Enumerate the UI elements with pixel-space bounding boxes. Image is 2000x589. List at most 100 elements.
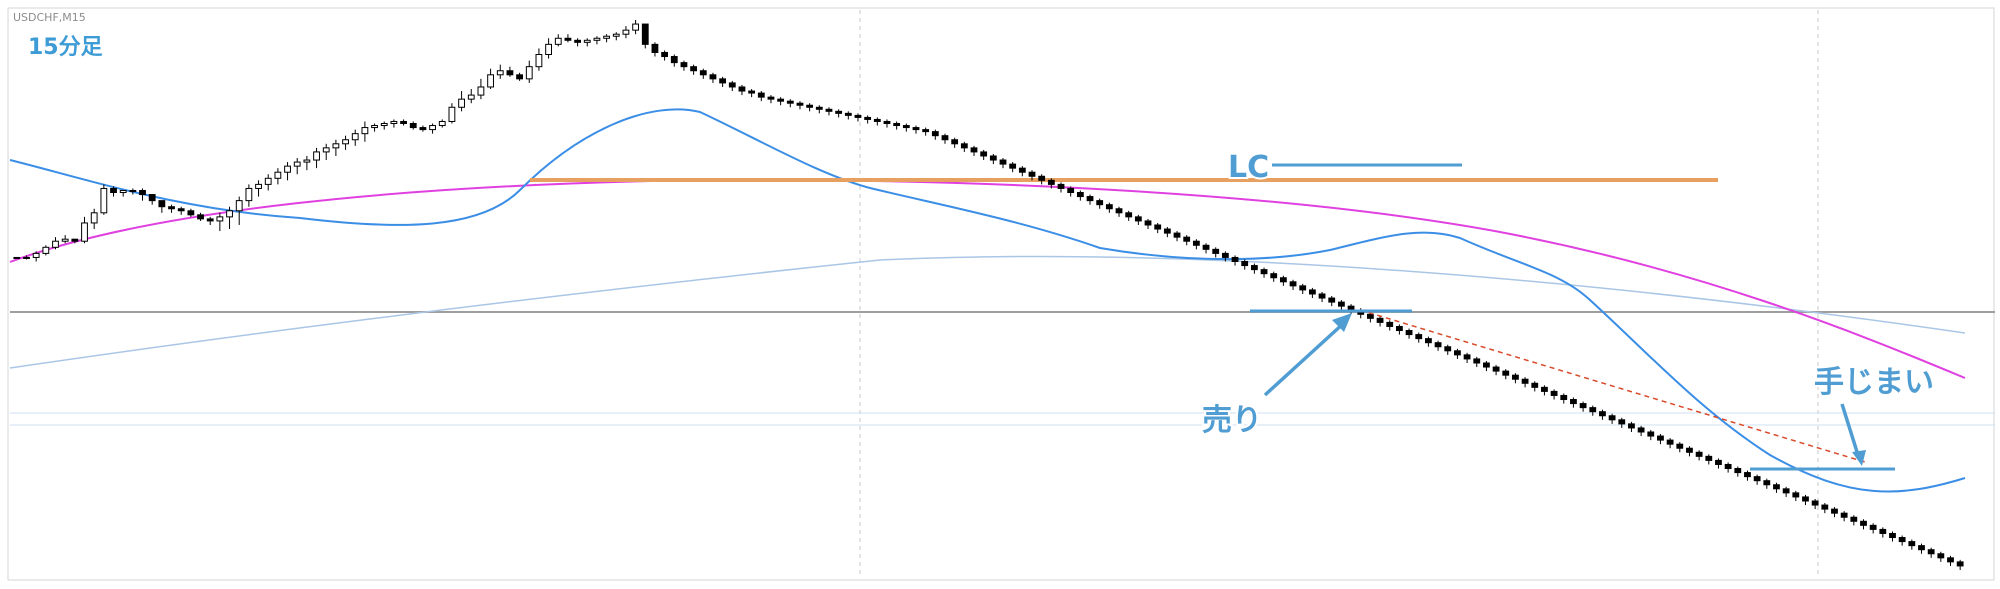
candle-body: [1956, 561, 1964, 567]
candle-body: [148, 194, 156, 202]
candle-body: [1676, 443, 1684, 449]
candle-body: [1115, 208, 1123, 214]
candle-body: [1212, 248, 1220, 254]
candle-body: [1415, 334, 1423, 340]
candle-body: [748, 90, 756, 94]
candle-body: [255, 183, 262, 189]
candle-body: [1773, 484, 1780, 490]
candle-body: [1202, 244, 1210, 250]
candle-body: [1038, 175, 1046, 181]
fast-ma-line: [9, 108, 1966, 493]
candle-body: [1502, 370, 1510, 376]
candle-body: [1105, 204, 1113, 210]
candle-body: [1860, 520, 1867, 526]
candle-body: [1057, 183, 1065, 189]
candle-body: [139, 189, 146, 196]
candle-body: [1927, 549, 1935, 555]
candle-body: [119, 189, 127, 194]
candle-body: [448, 106, 456, 122]
candle-body: [1647, 431, 1655, 437]
candle-body: [651, 43, 659, 53]
candle-body: [893, 123, 901, 127]
candle-body: [351, 133, 359, 141]
candle-body: [670, 56, 678, 64]
candle-body: [1173, 232, 1181, 238]
candle-body: [1637, 427, 1645, 433]
candle-body: [458, 98, 465, 108]
candle-body: [796, 102, 804, 106]
candle-body: [1076, 192, 1084, 198]
candle-body: [438, 120, 446, 127]
candle-body: [1396, 325, 1403, 332]
candle-body: [1560, 394, 1568, 401]
candle-body: [1521, 378, 1529, 384]
candle-body: [1579, 403, 1587, 409]
candle-body: [1589, 407, 1597, 413]
candle-body: [313, 151, 320, 161]
candle-body: [216, 216, 224, 222]
candle-body: [1067, 187, 1075, 194]
candle-body: [1376, 317, 1384, 323]
candle-body: [1009, 163, 1017, 169]
candle-body: [1898, 537, 1906, 543]
candle-body: [1531, 382, 1539, 388]
candle-body: [1183, 236, 1191, 242]
candle-body: [506, 70, 514, 76]
candle-body: [719, 78, 727, 84]
lc-label: LC: [1228, 150, 1269, 185]
candle-body: [535, 54, 543, 68]
candle-body: [1318, 293, 1326, 299]
candle-body: [554, 37, 562, 45]
exit-arrow-shaft: [1840, 403, 1860, 456]
candle-body: [1666, 439, 1674, 445]
candle-body: [371, 125, 378, 129]
candle-body: [980, 151, 988, 157]
candle-body: [999, 159, 1007, 165]
candle-body: [806, 104, 814, 108]
candle-body: [1337, 301, 1345, 307]
candle-body: [361, 127, 369, 135]
candle-body: [1599, 411, 1606, 417]
candle-body: [1821, 504, 1829, 510]
candle-body: [1705, 455, 1713, 461]
candle-body: [477, 86, 485, 96]
exit-label: 手じまい: [1814, 365, 1934, 400]
candle-body: [525, 66, 533, 80]
sell-arrow-shaft: [1263, 320, 1347, 397]
candle-body: [835, 110, 843, 114]
candle-body: [1695, 451, 1703, 457]
slow-ma-line: [9, 255, 1966, 369]
candle-body: [197, 214, 204, 220]
exit-arrow-head: [1852, 450, 1866, 466]
candle-body: [23, 256, 30, 259]
candle-body: [1454, 350, 1461, 356]
candle-body: [496, 70, 504, 76]
candle-body: [632, 23, 640, 31]
candle-body: [1753, 476, 1761, 482]
candle-body: [1918, 545, 1925, 551]
candle-body: [1850, 516, 1858, 522]
candle-body: [1028, 171, 1036, 177]
candle-body: [380, 123, 388, 127]
candle-body: [264, 177, 272, 185]
candle-body: [622, 29, 630, 35]
candle-body: [1840, 512, 1848, 518]
candle-body: [71, 238, 79, 242]
candle-body: [158, 200, 166, 208]
candle-body: [1763, 480, 1771, 486]
candle-body: [467, 94, 475, 100]
candle-body: [690, 66, 698, 72]
candle-body: [1792, 492, 1800, 498]
candle-body: [1947, 557, 1954, 563]
plot-frame: [7, 7, 1995, 581]
candle-body: [1221, 252, 1229, 258]
candle-body: [1308, 289, 1316, 295]
candle-body: [1154, 224, 1162, 230]
candle-body: [168, 206, 175, 210]
candle-body: [912, 127, 920, 131]
candle-body: [303, 159, 311, 163]
candle-body: [593, 37, 601, 41]
candle-body: [1125, 212, 1133, 218]
candle-body: [960, 143, 968, 149]
